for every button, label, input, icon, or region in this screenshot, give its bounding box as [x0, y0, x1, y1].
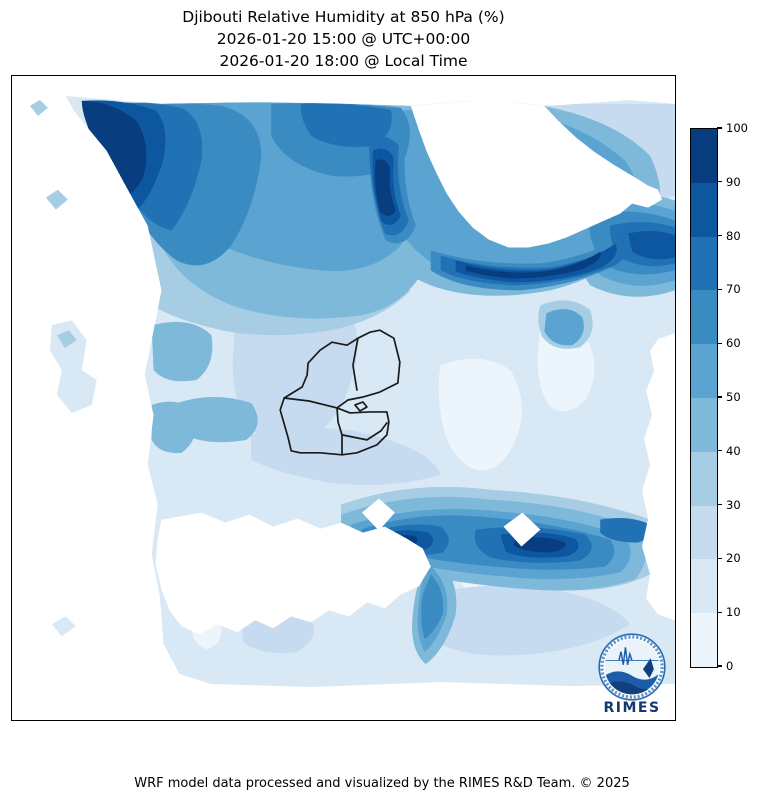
- humidity-contour-map: [29, 95, 675, 688]
- figure-title: Djibouti Relative Humidity at 850 hPa (%…: [11, 6, 676, 72]
- colorbar-segment: [691, 236, 717, 291]
- colorbar-tick: 90: [717, 175, 741, 189]
- footer-credit: WRF model data processed and visualized …: [134, 776, 630, 791]
- colorbar-tick-label: 50: [726, 390, 741, 404]
- colorbar-tick-label: 10: [726, 605, 741, 620]
- colorbar-tick-label: 20: [726, 551, 741, 566]
- colorbar-tick: 100: [717, 121, 748, 135]
- timestamp-utc: 2026-01-20 15:00 @ UTC+00:00: [216, 30, 471, 48]
- colorbar-segment: [691, 344, 717, 398]
- colorbar-tick-mark: [717, 288, 722, 290]
- rimes-logo-text: RIMES: [603, 700, 661, 716]
- colorbar-tick: 0: [717, 659, 733, 673]
- page-title: Djibouti Relative Humidity at 850 hPa (%…: [182, 8, 505, 26]
- map-frame: RIMES: [11, 75, 676, 721]
- colorbar-tick: 50: [717, 390, 741, 404]
- colorbar-tick-label: 70: [726, 282, 741, 297]
- colorbar-segment: [691, 559, 717, 614]
- colorbar-tick-label: 30: [726, 497, 741, 512]
- colorbar-tick-label: 40: [726, 443, 741, 458]
- colorbar-segment: [691, 451, 717, 506]
- colorbar-segment: [691, 290, 717, 345]
- colorbar-segment: [691, 129, 717, 183]
- colorbar-tick: 10: [717, 605, 741, 619]
- colorbar-ticks: 0 10 20 30 40 50 60 70 80 90 100: [717, 121, 764, 673]
- colorbar-tick-mark: [717, 396, 722, 398]
- colorbar-tick: 80: [717, 229, 741, 243]
- colorbar-tick-mark: [717, 611, 722, 613]
- colorbar-tick-label: 90: [726, 174, 741, 189]
- colorbar-tick-mark: [717, 235, 722, 237]
- timestamp-local: 2026-01-20 18:00 @ Local Time: [219, 52, 468, 70]
- colorbar-segment: [691, 182, 717, 237]
- djibouti-admin-boundaries: [279, 329, 401, 456]
- rimes-logo: RIMES: [597, 632, 667, 716]
- logo-figure: [642, 658, 654, 678]
- colorbar-segment: [691, 505, 717, 560]
- colorbar-gradient: [690, 128, 718, 668]
- colorbar-tick-label: 0: [726, 659, 734, 673]
- colorbar-tick-label: 60: [726, 336, 741, 351]
- colorbar: 0 10 20 30 40 50 60 70 80 90 100: [690, 121, 748, 673]
- colorbar-segment: [691, 613, 717, 667]
- colorbar-tick-mark: [717, 181, 722, 183]
- colorbar-segment: [691, 397, 717, 452]
- colorbar-tick: 30: [717, 498, 741, 512]
- rimes-logo-emblem: [598, 633, 666, 701]
- colorbar-tick-label: 80: [726, 228, 741, 243]
- left-strip-islands: [29, 99, 97, 637]
- colorbar-tick: 70: [717, 282, 741, 296]
- colorbar-tick: 60: [717, 336, 741, 350]
- colorbar-tick-mark: [717, 342, 722, 344]
- colorbar-tick: 20: [717, 551, 741, 565]
- colorbar-tick-mark: [717, 127, 722, 129]
- colorbar-tick-mark: [717, 557, 722, 559]
- colorbar-tick: 40: [717, 444, 741, 458]
- masked-areas: [155, 95, 675, 635]
- colorbar-tick-mark: [717, 504, 722, 506]
- colorbar-tick-mark: [717, 665, 722, 667]
- colorbar-tick-label: 100: [726, 121, 748, 135]
- colorbar-tick-mark: [717, 450, 722, 452]
- seismograph-trace: [618, 647, 633, 665]
